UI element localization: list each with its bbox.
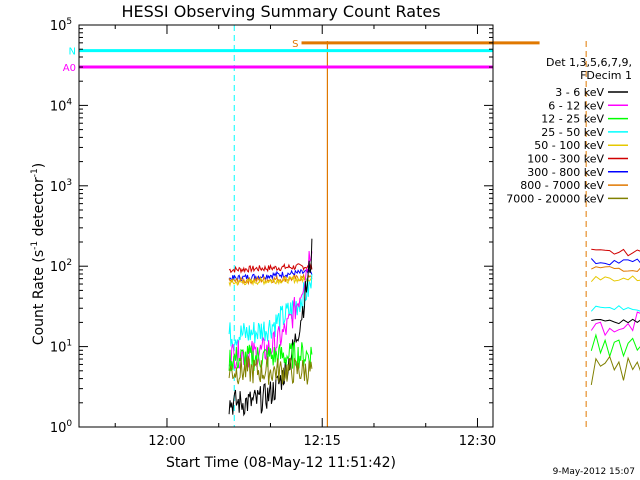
legend-entry-label: 7000 - 20000 keV — [506, 192, 604, 205]
legend-entry-label: 25 - 50 keV — [541, 126, 604, 139]
legend-entry-label: 100 - 300 keV — [527, 153, 604, 166]
y-tick-label: 102 — [50, 258, 72, 275]
y-tick-label: 103 — [50, 178, 72, 195]
y-tick-label-base: 10 — [50, 260, 67, 275]
y-tick-label-base: 10 — [50, 421, 67, 436]
y-tick-label: 100 — [50, 419, 73, 436]
y-tick-label: 101 — [50, 339, 72, 356]
status-bar-label-a0: A0 — [63, 63, 76, 74]
x-tick-label: 12:30 — [459, 434, 496, 449]
y-axis-title-exp1: -1 — [30, 241, 40, 250]
y-tick-label-base: 10 — [50, 341, 67, 356]
x-axis-title: Start Time (08-May-12 11:51:42) — [166, 455, 396, 471]
legend-entry-label: 3 - 6 keV — [555, 86, 604, 99]
series-line-segment-0-0 — [228, 262, 313, 274]
series-line-segment-0-3 — [228, 274, 313, 288]
y-tick-label-exp: 2 — [66, 258, 72, 268]
y-tick-label: 105 — [50, 17, 72, 34]
legend-entry-label: 50 - 100 keV — [534, 139, 604, 152]
y-tick-label-base: 10 — [50, 19, 67, 34]
y-tick-label-exp: 3 — [66, 178, 72, 188]
legend-entry-label: 6 - 12 keV — [548, 99, 604, 112]
y-tick-label-exp: 4 — [66, 97, 72, 107]
legend-header: Det 1,3,5,6,7,9, — [546, 56, 632, 69]
y-axis-title: Count Rate (s-1 detector-1) — [30, 163, 47, 345]
y-tick-label-exp: 0 — [66, 419, 72, 429]
series-line-segment-0-8 — [228, 355, 313, 385]
plot-frame — [78, 24, 494, 428]
y-tick-label-base: 10 — [50, 180, 67, 195]
legend-entry-label: 300 - 800 keV — [527, 166, 604, 179]
series-line-segment-0-7 — [228, 341, 313, 372]
x-tick-label: 12:00 — [148, 434, 185, 449]
plot-area: SNFA0A1 — [63, 25, 640, 427]
legend-entry-label: 12 - 25 keV — [541, 113, 604, 126]
status-bar-label-s: S — [292, 39, 298, 50]
y-axis-title-exp2: -1 — [30, 168, 40, 177]
y-tick-label: 104 — [50, 97, 73, 114]
y-tick-label-exp: 1 — [66, 339, 72, 349]
status-bar-label-n: N — [69, 47, 76, 58]
legend-header: FDecim 1 — [580, 69, 632, 82]
footer-date: 9-May-2012 15:07 — [553, 467, 635, 477]
y-axis-title-main: Count Rate (s — [31, 250, 47, 345]
chart-title: HESSI Observing Summary Count Rates — [121, 2, 440, 21]
legend-entry-label: 800 - 7000 keV — [520, 179, 604, 192]
series-line-segment-0-6 — [228, 238, 313, 417]
x-tick-label: 12:15 — [303, 434, 340, 449]
y-axis-title-end: ) — [31, 163, 47, 168]
y-tick-label-base: 10 — [50, 99, 67, 114]
y-axis-title-mid: detector — [31, 177, 47, 241]
y-tick-label-exp: 5 — [66, 17, 72, 27]
series-line-segment-0-1 — [228, 267, 313, 283]
